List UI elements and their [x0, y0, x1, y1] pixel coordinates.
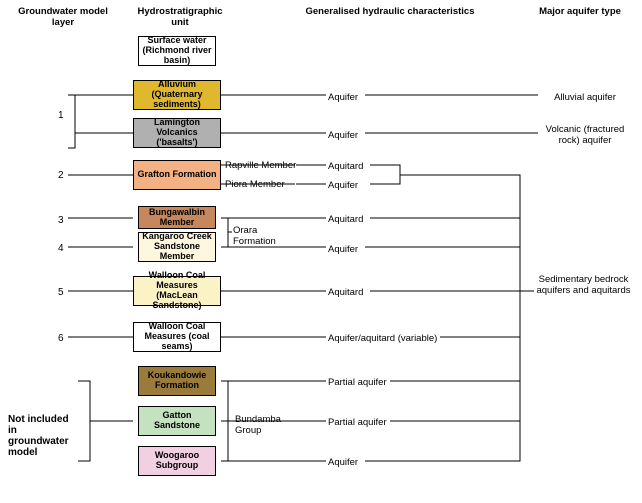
- characteristic-label: Partial aquifer: [328, 417, 387, 428]
- aquifer-type-label: Alluvial aquifer: [540, 92, 630, 103]
- unit-box-woogaroo: Woogaroo Subgroup: [138, 446, 216, 476]
- layer-label: Not included in groundwater model: [8, 414, 78, 458]
- characteristic-label: Aquifer/aquitard (variable): [328, 333, 437, 344]
- aquifer-type-label: Volcanic (fractured rock) aquifer: [540, 124, 630, 146]
- aquifer-type-label: Sedimentary bedrock aquifers and aquitar…: [536, 274, 631, 296]
- unit-box-grafton: Grafton Formation: [133, 160, 221, 190]
- characteristic-label: Aquifer: [328, 130, 358, 141]
- unit-box-walloon1: Walloon Coal Measures (MacLean Sandstone…: [133, 276, 221, 306]
- characteristic-label: Partial aquifer: [328, 377, 387, 388]
- group-label: Orara Formation: [233, 225, 285, 247]
- unit-box-alluvium: Alluvium (Quaternary sediments): [133, 80, 221, 110]
- unit-box-kangaroo: Kangaroo Creek Sandstone Member: [138, 232, 216, 262]
- header-hydro-unit: Hydrostratigraphic unit: [130, 6, 230, 28]
- characteristic-label: Aquitard: [328, 287, 363, 298]
- layer-label: 6: [58, 333, 64, 344]
- unit-box-walloon2: Walloon Coal Measures (coal seams): [133, 322, 221, 352]
- characteristic-label: Aquifer: [328, 92, 358, 103]
- layer-label: 1: [58, 110, 64, 121]
- layer-label: 3: [58, 215, 64, 226]
- group-label: Bundamba Group: [235, 414, 287, 436]
- unit-box-gatton: Gatton Sandstone: [138, 406, 216, 436]
- connector-lines: [0, 0, 642, 503]
- header-model-layer: Groundwater model layer: [8, 6, 118, 28]
- group-label: Piora Member: [225, 179, 285, 190]
- layer-label: 4: [58, 243, 64, 254]
- unit-box-lamington: Lamington Volcanics ('basalts'): [133, 118, 221, 148]
- characteristic-label: Aquifer: [328, 244, 358, 255]
- unit-box-bungawalbin: Bungawalbin Member: [138, 206, 216, 229]
- unit-box-koukandowie: Koukandowie Formation: [138, 366, 216, 396]
- characteristic-label: Aquitard: [328, 161, 363, 172]
- group-label: Rapville Member: [225, 160, 296, 171]
- unit-box-surface: Surface water (Richmond river basin): [138, 36, 216, 66]
- characteristic-label: Aquitard: [328, 214, 363, 225]
- header-characteristics: Generalised hydraulic characteristics: [300, 6, 480, 17]
- characteristic-label: Aquifer: [328, 457, 358, 468]
- layer-label: 5: [58, 287, 64, 298]
- characteristic-label: Aquifer: [328, 180, 358, 191]
- layer-label: 2: [58, 170, 64, 181]
- header-aquifer-type: Major aquifer type: [530, 6, 630, 17]
